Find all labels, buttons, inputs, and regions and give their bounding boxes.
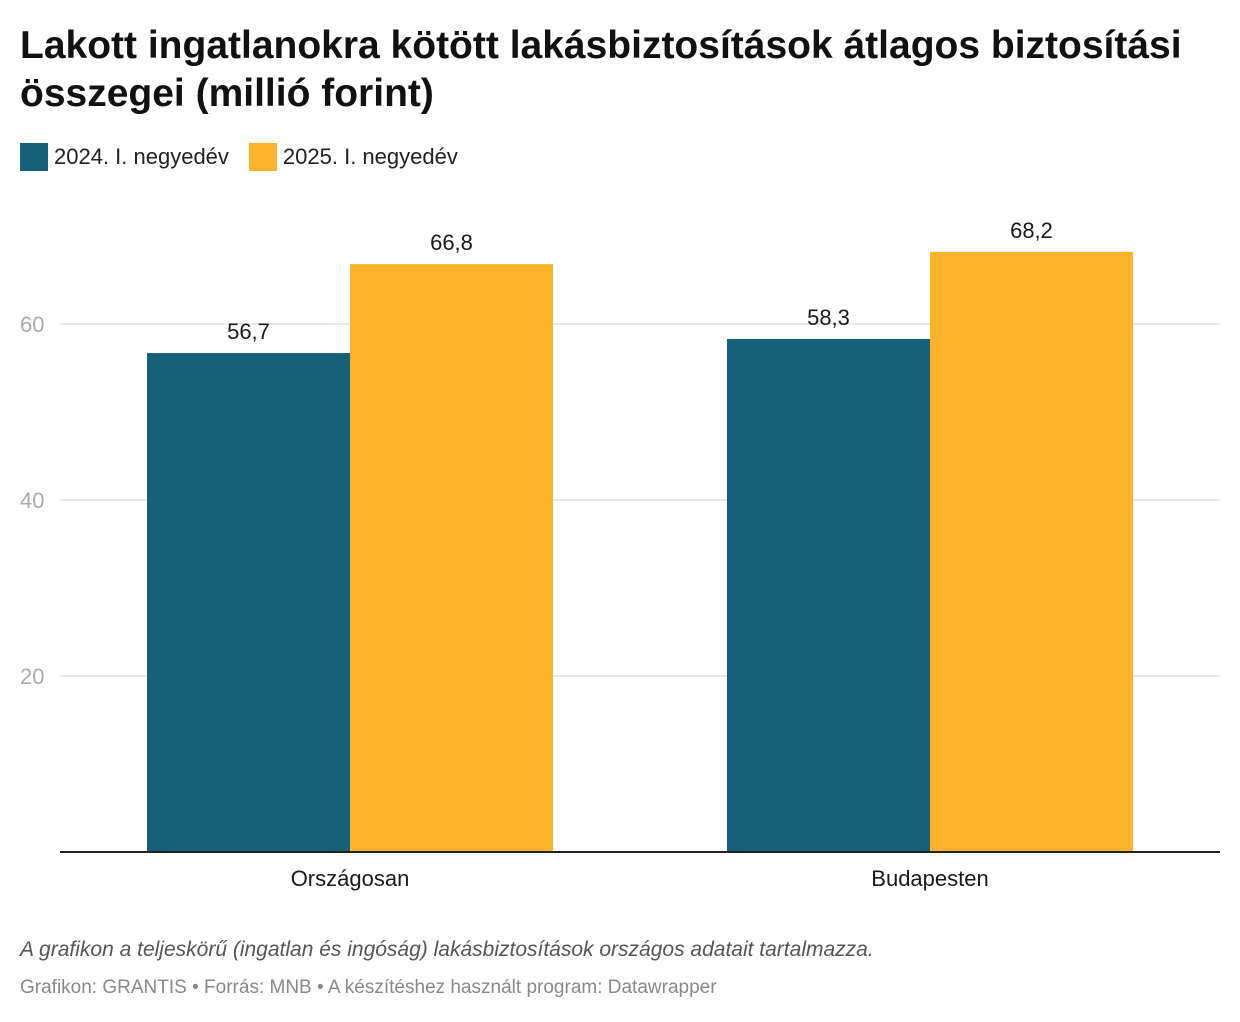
legend: 2024. I. negyedév 2025. I. negyedév [20, 143, 478, 171]
legend-swatch-2025 [248, 143, 277, 171]
bar-chart: 20 40 60 56,7 66,8 Országosan 58,3 68,2 Budapest… [20, 218, 1220, 891]
credit-separator: • [186, 977, 205, 998]
bar-0-0 [147, 353, 350, 852]
data-label-1-1: 68,2 [1010, 218, 1053, 243]
y-tick-label-40: 40 [20, 488, 44, 513]
bar-1-0 [727, 338, 930, 853]
category-label-1: Budapesten [871, 866, 988, 891]
credit-separator: • [311, 977, 328, 998]
data-label-0-1: 66,8 [430, 230, 473, 255]
bar-0-1 [350, 264, 553, 852]
footnote: A grafikon a teljeskörű (ingatlan és ing… [20, 938, 874, 961]
bar-1-1 [930, 251, 1133, 853]
legend-swatch-2024 [20, 143, 48, 171]
chart-title: Lakott ingatlanokra kötött lakásbiztosít… [20, 24, 1182, 115]
credit-tool: A készítéshez használt program: Datawrap… [327, 977, 717, 998]
legend-item-2024: 2024. I. negyedév [20, 143, 229, 171]
data-label-1-0: 58,3 [807, 305, 850, 330]
credit-line: Grafikon: GRANTIS • Forrás: MNB • A kész… [20, 977, 717, 999]
credit-grafikon: Grafikon: GRANTIS [20, 977, 187, 998]
credit-source: Forrás: MNB [204, 977, 312, 998]
legend-label-2024: 2024. I. negyedév [54, 144, 229, 169]
data-label-0-0: 56,7 [227, 319, 270, 344]
legend-item-2025: 2025. I. negyedév [248, 143, 458, 171]
y-tick-label-20: 20 [20, 664, 44, 689]
y-tick-label-60: 60 [20, 312, 44, 337]
category-label-0: Országosan [291, 866, 410, 891]
legend-label-2025: 2025. I. negyedév [282, 144, 458, 169]
